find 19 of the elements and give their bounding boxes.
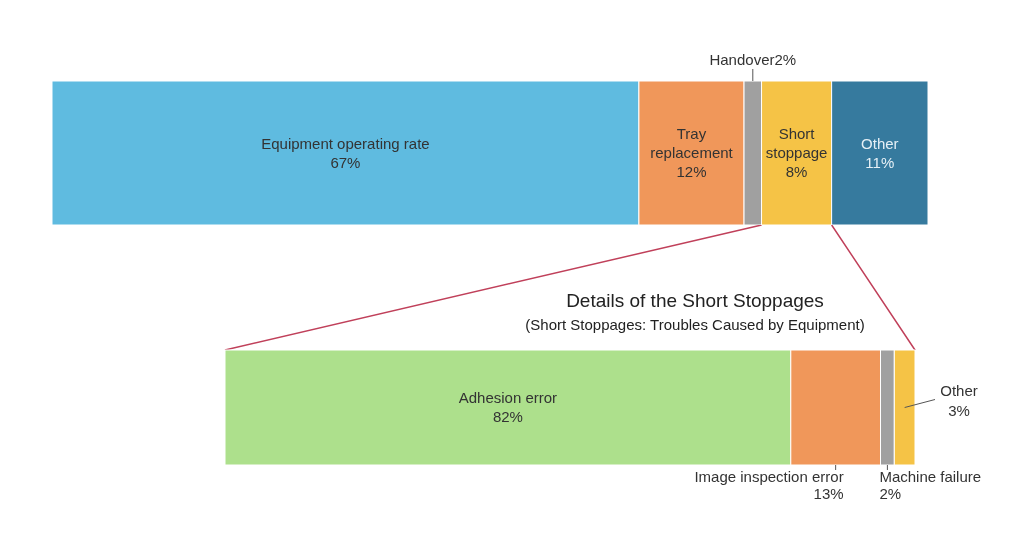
series-label: Adhesion error bbox=[458, 389, 558, 406]
chart-subtitle: (Short Stoppages: Troubles Caused by Equipment) bbox=[524, 316, 866, 335]
series-label: Other bbox=[861, 134, 899, 152]
series-label: Machine failure bbox=[879, 468, 982, 485]
series-label: Other bbox=[940, 381, 978, 399]
series-label: Image inspection error bbox=[694, 468, 844, 485]
data-label: 13% bbox=[813, 485, 844, 502]
data-label: 82% bbox=[492, 408, 523, 425]
data-label: 3% bbox=[948, 401, 970, 419]
data-label: 8% bbox=[785, 163, 808, 180]
series-label: Equipment operating rate bbox=[261, 134, 430, 152]
chart-title: Details of the Short Stoppages bbox=[565, 290, 825, 313]
series-label: Short stoppage bbox=[765, 125, 828, 161]
data-label: 12% bbox=[676, 163, 707, 180]
series-label: Tray replacement bbox=[650, 125, 734, 161]
text: Handover2% bbox=[709, 51, 797, 68]
data-label: 2% bbox=[879, 485, 902, 502]
data-label: 11% bbox=[865, 153, 895, 171]
data-label: 67% bbox=[330, 153, 361, 171]
